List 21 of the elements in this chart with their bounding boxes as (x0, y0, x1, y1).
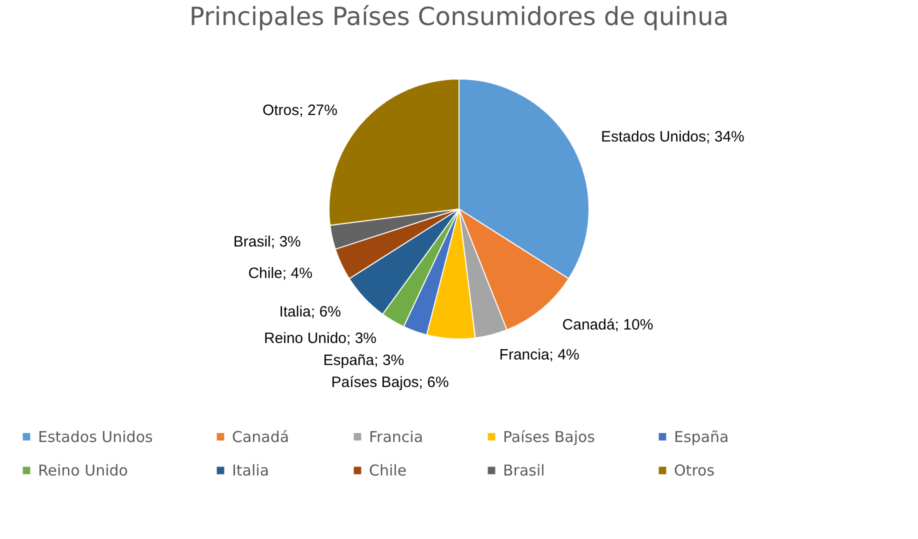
data-label: Chile; 4% (248, 264, 312, 282)
data-label: Países Bajos; 6% (331, 374, 449, 392)
legend-label: Países Bajos (503, 428, 596, 446)
legend-label: Francia (369, 428, 424, 446)
legend-label: Chile (369, 462, 407, 480)
legend-label: Canadá (232, 428, 290, 446)
legend-label: Italia (232, 462, 270, 480)
data-label: Estados Unidos; 34% (600, 128, 744, 146)
legend-label: Estados Unidos (38, 428, 153, 446)
legend-label: España (674, 428, 729, 446)
legend-label: Reino Unido (38, 462, 128, 480)
data-label: Reino Unido; 3% (264, 330, 377, 348)
data-label: Francia; 4% (499, 346, 580, 364)
data-label: Italia; 6% (279, 304, 341, 321)
chart-title: Principales Países Consumidores de quinua (189, 2, 729, 31)
legend-label: Otros (674, 462, 715, 480)
legend-label: Brasil (503, 462, 545, 480)
data-label: Brasil; 3% (233, 234, 301, 251)
data-label: Canadá; 10% (562, 316, 654, 334)
data-label: Otros; 27% (262, 102, 338, 119)
data-label: España; 3% (323, 352, 404, 370)
